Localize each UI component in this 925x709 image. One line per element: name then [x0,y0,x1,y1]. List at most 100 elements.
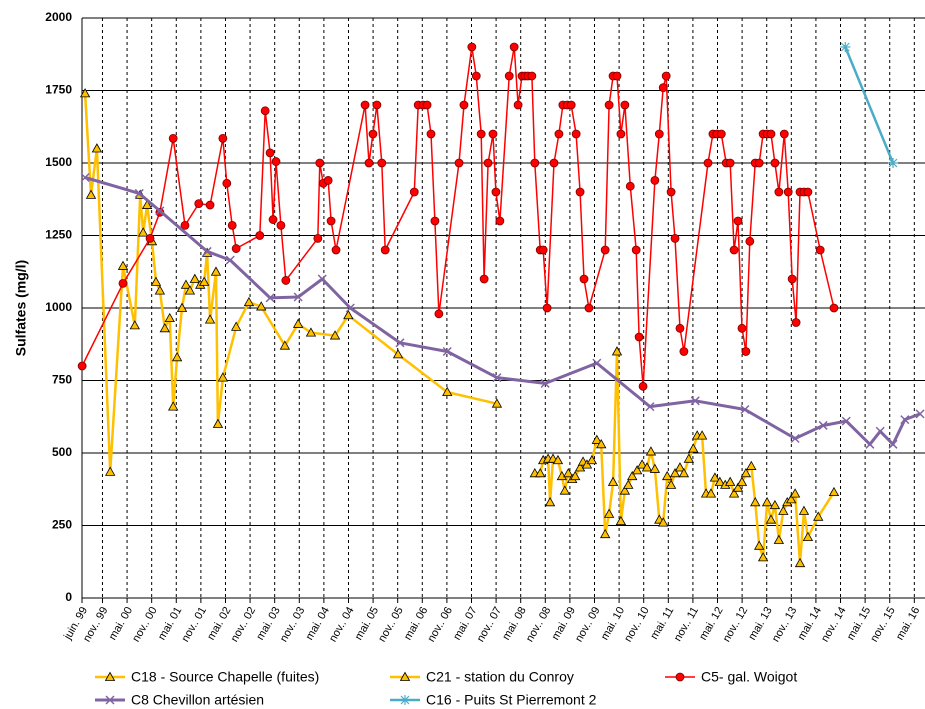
y-tick-label: 250 [52,518,72,532]
marker [915,409,925,419]
marker [364,158,374,168]
marker [754,540,765,550]
marker [865,439,875,449]
marker [315,158,325,168]
marker [828,486,840,497]
marker [426,129,436,139]
marker [666,187,676,197]
marker [736,476,748,486]
marker [409,187,419,197]
plot-area [77,42,925,568]
marker [696,430,708,440]
marker [104,671,116,681]
marker [638,381,648,391]
marker [766,129,776,139]
marker [422,100,432,110]
marker [554,129,564,139]
marker [392,349,404,359]
marker [231,244,241,253]
marker [661,71,671,81]
marker [575,187,585,197]
marker [634,332,644,342]
marker [740,404,750,415]
marker [750,496,761,507]
marker [105,695,115,705]
marker [542,303,552,313]
marker [875,426,885,436]
marker [729,245,739,255]
marker [789,488,801,498]
marker [134,188,144,198]
marker [745,236,755,246]
marker [491,398,503,408]
marker [741,347,751,356]
marker [888,158,899,168]
marker [80,172,90,183]
marker [184,285,196,295]
series-line [844,46,895,164]
marker [459,100,469,110]
marker [716,129,726,139]
marker [566,100,576,110]
marker [222,178,232,188]
marker [724,476,736,486]
marker [434,309,444,319]
marker [395,338,405,348]
marker [740,467,752,478]
marker [563,467,574,478]
marker [155,206,165,216]
marker [230,321,242,331]
marker [326,216,336,226]
marker [227,220,237,230]
marker [323,175,333,185]
marker [645,402,655,412]
marker [600,245,610,255]
marker [91,143,103,153]
marker [117,260,129,270]
marker [343,309,354,320]
marker [733,216,743,226]
marker [176,302,188,312]
marker [168,133,178,143]
marker [430,216,440,226]
marker [888,439,898,449]
marker [292,318,304,328]
marker [145,233,155,243]
marker [790,433,800,444]
marker [329,330,341,340]
marker [218,133,228,143]
marker [467,42,477,52]
marker [769,499,781,510]
marker [255,231,265,240]
marker [798,505,810,515]
series-line [534,350,836,565]
marker [841,416,851,426]
marker [279,340,291,350]
legend-label: C16 - Puits St Pierremont 2 [426,692,597,708]
marker [360,100,370,110]
marker [527,71,537,81]
marker [579,274,589,284]
y-tick-label: 1500 [45,155,72,169]
marker [118,278,128,288]
marker [757,552,769,562]
marker [380,245,390,255]
y-tick-label: 1250 [45,228,72,242]
marker [791,318,801,327]
marker [599,528,611,539]
marker [641,462,653,472]
marker [658,83,668,92]
marker [544,496,556,507]
marker [620,100,630,110]
marker [586,454,598,465]
marker [129,320,140,330]
marker [650,175,660,185]
marker [636,459,648,469]
marker [818,420,828,430]
marker [584,303,594,313]
marker [785,494,797,504]
marker [79,88,91,98]
marker [150,276,162,286]
marker [509,42,519,52]
marker [194,199,204,209]
